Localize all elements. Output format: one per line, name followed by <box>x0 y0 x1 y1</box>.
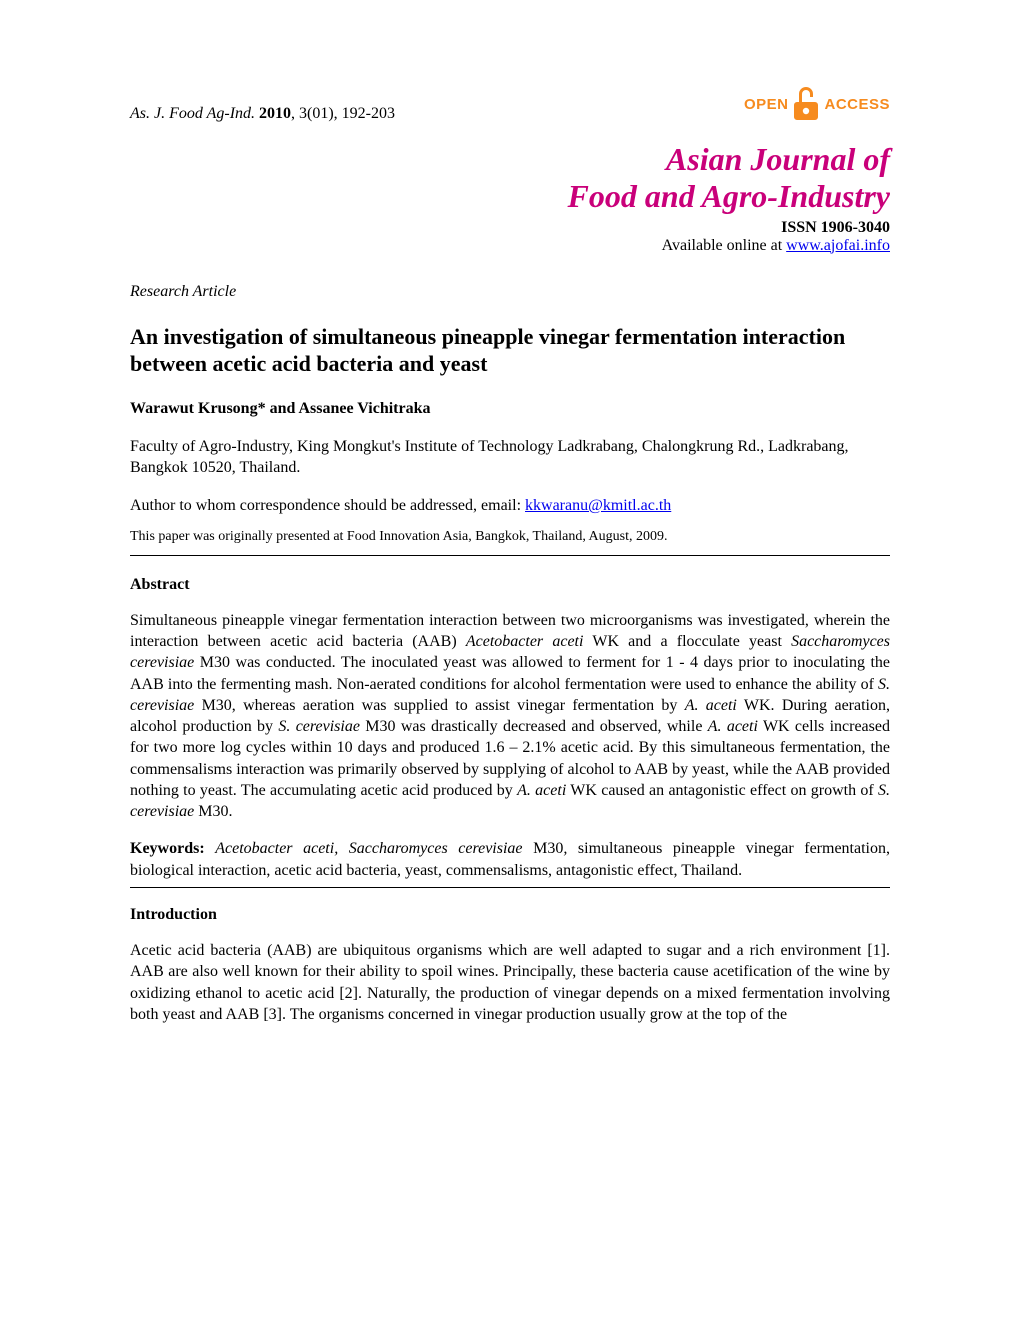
journal-title-line2: Food and Agro-Industry <box>130 178 890 215</box>
header-row: As. J. Food Ag-Ind. 2010, 3(01), 192-203… <box>130 105 890 123</box>
divider-bottom <box>130 887 890 888</box>
abstract-text: M30, whereas aeration was supplied to as… <box>194 697 684 714</box>
abstract-heading: Abstract <box>130 576 890 594</box>
abstract-text: WK and a flocculate yeast <box>583 633 791 650</box>
keywords-plain: M30 <box>533 840 563 857</box>
keywords-label: Keywords: <box>130 840 205 857</box>
correspondence-email-link[interactable]: kkwaranu@kmitl.ac.th <box>525 497 671 514</box>
journal-title-line1: Asian Journal of <box>130 141 890 178</box>
abstract-text: M30 was conducted. The inoculated yeast … <box>130 654 890 692</box>
species-name: A. aceti <box>708 718 758 735</box>
affiliation: Faculty of Agro-Industry, King Mongkut's… <box>130 436 890 479</box>
correspondence-prefix: Author to whom correspondence should be … <box>130 497 525 514</box>
abstract-text: M30 was drastically decreased and observ… <box>360 718 708 735</box>
citation-journal: As. J. Food Ag-Ind. <box>130 105 255 122</box>
citation-year: 2010 <box>259 105 291 122</box>
journal-title-block: Asian Journal of Food and Agro-Industry … <box>130 141 890 255</box>
citation-vol: , 3(01), 192-203 <box>291 105 395 122</box>
abstract-text: WK caused an antagonistic effect on grow… <box>566 782 878 799</box>
correspondence: Author to whom correspondence should be … <box>130 497 890 515</box>
species-name: Acetobacter aceti <box>466 633 584 650</box>
introduction-heading: Introduction <box>130 906 890 924</box>
introduction-body: Acetic acid bacteria (AAB) are ubiquitou… <box>130 940 890 1025</box>
journal-url-link[interactable]: www.ajofai.info <box>786 237 890 254</box>
open-access-left: OPEN <box>744 96 789 113</box>
open-access-right: ACCESS <box>824 96 890 113</box>
availability-prefix: Available online at <box>662 237 787 254</box>
article-type: Research Article <box>130 283 890 301</box>
species-name: S. cerevisiae <box>278 718 360 735</box>
presented-note: This paper was originally presented at F… <box>130 529 890 545</box>
species-name: A. aceti <box>517 782 566 799</box>
keywords: Keywords: Acetobacter aceti, Saccharomyc… <box>130 838 890 881</box>
issn: ISSN 1906-3040 <box>130 219 890 237</box>
availability: Available online at www.ajofai.info <box>130 237 890 255</box>
open-access-badge: OPEN ACCESS <box>744 85 890 123</box>
open-lock-icon <box>792 85 820 123</box>
species-name: A. aceti <box>685 697 737 714</box>
keywords-ital: Acetobacter aceti, Saccharomyces cerevis… <box>215 840 533 857</box>
paper-title: An investigation of simultaneous pineapp… <box>130 323 890 378</box>
citation: As. J. Food Ag-Ind. 2010, 3(01), 192-203 <box>130 105 395 123</box>
page-container: As. J. Food Ag-Ind. 2010, 3(01), 192-203… <box>0 0 1020 1101</box>
authors: Warawut Krusong* and Assanee Vichitraka <box>130 400 890 418</box>
divider-top <box>130 555 890 556</box>
abstract-body: Simultaneous pineapple vinegar fermentat… <box>130 610 890 823</box>
abstract-text: M30. <box>194 803 232 820</box>
